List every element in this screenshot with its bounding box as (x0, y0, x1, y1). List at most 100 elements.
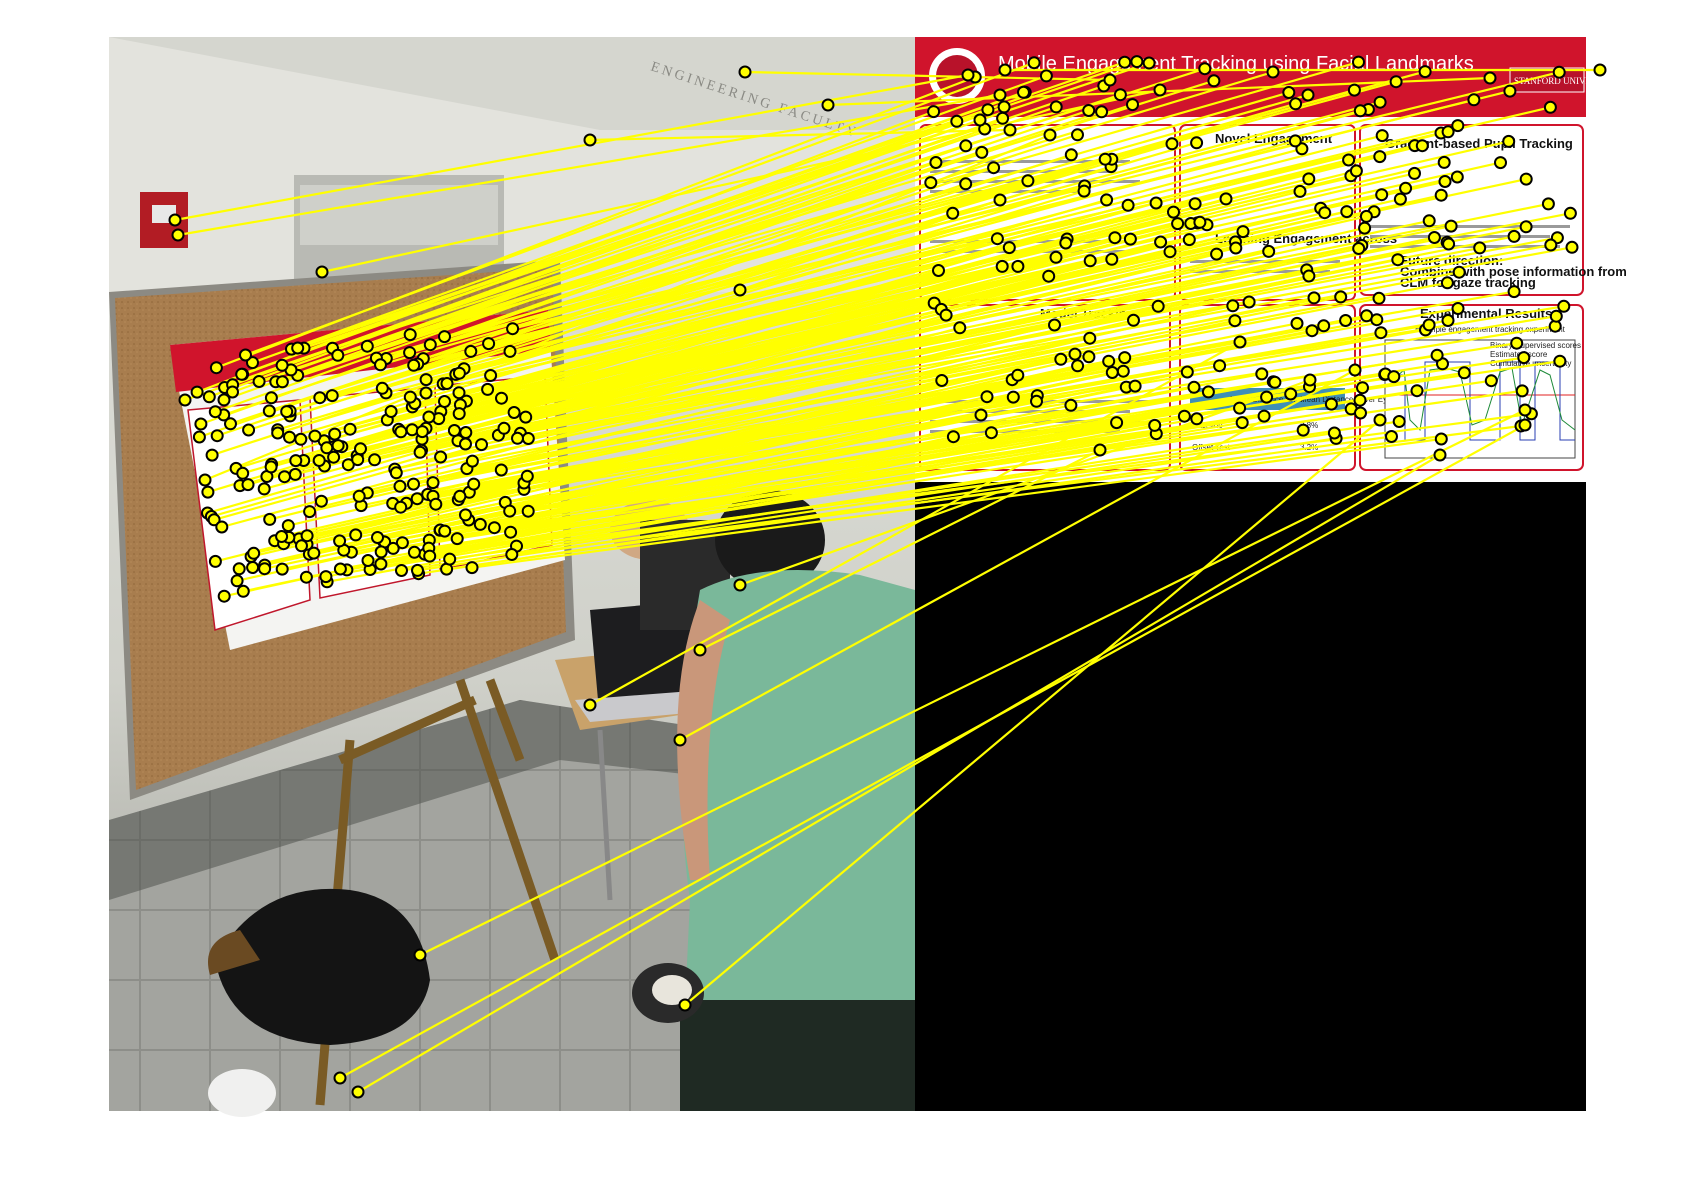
keypoint (304, 506, 315, 517)
keypoint (986, 427, 997, 438)
keypoint (1060, 238, 1071, 249)
keypoint (1128, 315, 1139, 326)
keypoint (997, 261, 1008, 272)
keypoint (1172, 218, 1183, 229)
keypoint (1417, 140, 1428, 151)
keypoint (1357, 382, 1368, 393)
keypoint (504, 506, 515, 517)
keypoint (1374, 151, 1385, 162)
keypoint (1371, 314, 1382, 325)
keypoint (1125, 234, 1136, 245)
keypoint (1303, 173, 1314, 184)
keypoint (1004, 242, 1015, 253)
keypoint (1386, 431, 1397, 442)
keypoint (1565, 208, 1576, 219)
keypoint (988, 162, 999, 173)
keypoint (1151, 198, 1162, 209)
keypoint (680, 1000, 691, 1011)
keypoint (1095, 445, 1106, 456)
keypoint (1103, 356, 1114, 367)
keypoint (395, 426, 406, 437)
keypoint (1055, 354, 1066, 365)
keypoint (1012, 370, 1023, 381)
keypoint (281, 406, 292, 417)
keypoint (1409, 168, 1420, 179)
keypoint (180, 395, 191, 406)
keypoint (1443, 126, 1454, 137)
keypoint (1355, 408, 1366, 419)
keypoint (1558, 301, 1569, 312)
keypoint (409, 547, 420, 558)
keypoint (1392, 254, 1403, 265)
keypoint (1115, 89, 1126, 100)
keypoint (248, 548, 259, 559)
keypoint (377, 383, 388, 394)
paper-plate (208, 1069, 276, 1117)
keypoint (1153, 301, 1164, 312)
keypoint (1184, 234, 1195, 245)
keypoint (254, 376, 265, 387)
keypoint (1509, 286, 1520, 297)
keypoint (421, 374, 432, 385)
keypoint (454, 368, 465, 379)
keypoint (1442, 277, 1453, 288)
keypoint (1244, 297, 1255, 308)
keypoint (496, 393, 507, 404)
keypoint (335, 564, 346, 575)
keypoint (192, 387, 203, 398)
keypoint (309, 431, 320, 442)
keypoint (1018, 87, 1029, 98)
keypoint (1453, 303, 1464, 314)
keypoint (1375, 415, 1386, 426)
keypoint (1208, 75, 1219, 86)
keypoint (936, 375, 947, 386)
keypoint (1305, 375, 1316, 386)
keypoint (982, 391, 993, 402)
keypoint (1459, 367, 1470, 378)
keypoint (314, 392, 325, 403)
keypoint (675, 735, 686, 746)
keypoint (1261, 392, 1272, 403)
keypoint (1424, 319, 1435, 330)
keypoint (941, 310, 952, 321)
keypoint (292, 343, 303, 354)
keypoint (236, 369, 247, 380)
keypoint (247, 562, 258, 573)
keypoint (933, 265, 944, 276)
keypoint (301, 572, 312, 583)
keypoint (1190, 198, 1201, 209)
keypoint (460, 427, 471, 438)
keypoint (960, 178, 971, 189)
keypoint (316, 496, 327, 507)
keypoint (204, 391, 215, 402)
keypoint (1235, 337, 1246, 348)
keypoint (1263, 246, 1274, 257)
keypoint (997, 113, 1008, 124)
keypoint (408, 360, 419, 371)
keypoint (951, 116, 962, 127)
keypoint (194, 432, 205, 443)
keypoint (1149, 420, 1160, 431)
keypoint (1118, 366, 1129, 377)
keypoint (506, 549, 517, 560)
keypoint (375, 559, 386, 570)
keypoint (277, 376, 288, 387)
keypoint (388, 543, 399, 554)
keypoint (210, 406, 221, 417)
keypoint (1191, 137, 1202, 148)
keypoint (1292, 318, 1303, 329)
keypoint (290, 469, 301, 480)
keypoint (375, 359, 386, 370)
keypoint (442, 378, 453, 389)
keypoint (284, 432, 295, 443)
keypoint (1189, 382, 1200, 393)
keypoint (1446, 221, 1457, 232)
keypoint (334, 535, 345, 546)
keypoint (1269, 377, 1280, 388)
keypoint (454, 387, 465, 398)
keypoint (279, 471, 290, 482)
keypoint (1521, 174, 1532, 185)
keypoint (216, 522, 227, 533)
keypoint (505, 346, 516, 357)
